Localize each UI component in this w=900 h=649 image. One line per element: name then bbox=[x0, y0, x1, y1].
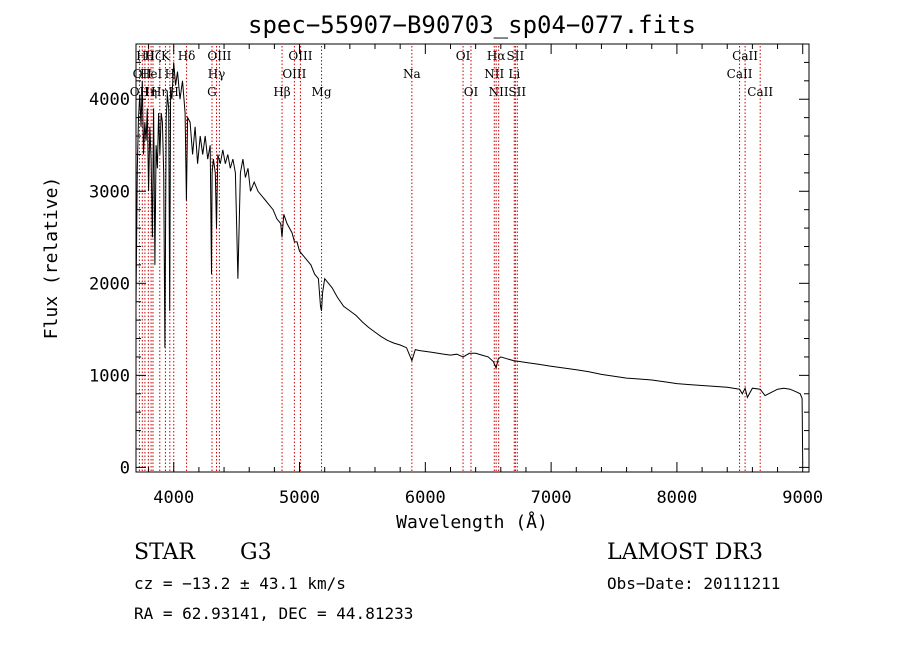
spectral-line-markers bbox=[138, 46, 761, 472]
chart-title: spec−55907−B90703_sp04−077.fits bbox=[248, 11, 696, 39]
observation-date: Obs−Date: 20111211 bbox=[607, 574, 780, 593]
spectral-line-label: OII bbox=[133, 67, 153, 81]
x-axis-label: Wavelength (Å) bbox=[396, 511, 548, 533]
object-class: STAR bbox=[134, 540, 196, 565]
spectral-line-label: Hη bbox=[139, 85, 157, 99]
spectral-line-label: H bbox=[169, 85, 179, 99]
spectral-line-label: OI bbox=[464, 85, 479, 99]
spectral-line-label: Hβ bbox=[273, 85, 290, 99]
plot-frame bbox=[135, 43, 810, 473]
y-axis-label: Flux (relative) bbox=[41, 177, 62, 340]
redshift-velocity: cz = −13.2 ± 43.1 km/s bbox=[134, 574, 346, 593]
spectral-line-label: Hθ bbox=[136, 49, 154, 63]
spectral-line-label: Li bbox=[508, 67, 520, 81]
x-tick-label: 4000 bbox=[153, 488, 194, 508]
y-tick-label: 0 bbox=[120, 458, 130, 478]
x-tick-label: 5000 bbox=[279, 488, 320, 508]
spectrum-series-line bbox=[135, 62, 804, 463]
spectral-line-label: NII bbox=[489, 85, 509, 99]
spectral-line-label: CaII bbox=[732, 49, 758, 63]
x-tick-label: 9000 bbox=[782, 488, 823, 508]
survey-name: LAMOST DR3 bbox=[607, 540, 763, 565]
y-tick-label: 1000 bbox=[89, 366, 130, 386]
y-tick-label: 2000 bbox=[89, 274, 130, 294]
spectral-line-label: SII bbox=[507, 49, 525, 63]
spectral-line-label: Na bbox=[403, 67, 421, 81]
y-tick-label: 3000 bbox=[89, 182, 130, 202]
spectral-line-label: Hα bbox=[487, 49, 506, 63]
x-axis-ticks: 4000 5000 6000 7000 8000 9000 bbox=[148, 44, 823, 508]
spectral-line-label: CaII bbox=[727, 67, 753, 81]
spectral-line-label: NII bbox=[484, 67, 504, 81]
object-subclass: G3 bbox=[240, 540, 272, 565]
spectral-line-label: K bbox=[161, 49, 171, 63]
y-tick-label: 4000 bbox=[89, 90, 130, 110]
spectral-line-label: G bbox=[207, 85, 217, 99]
y-axis-ticks: 0 1000 2000 3000 4000 bbox=[89, 61, 809, 478]
spectral-line-label: Hγ bbox=[208, 67, 226, 81]
x-tick-label: 8000 bbox=[656, 488, 697, 508]
x-tick-label: 7000 bbox=[531, 488, 572, 508]
spectral-line-label: SII bbox=[508, 85, 526, 99]
spectral-line-label: Hζ bbox=[144, 49, 161, 63]
spectral-line-label: Hη bbox=[151, 85, 169, 99]
spectral-line-label: OIII bbox=[288, 49, 312, 63]
spectral-line-label: OIII bbox=[282, 67, 306, 81]
spectral-line-label: OII bbox=[130, 85, 150, 99]
spectral-line-label: H bbox=[165, 67, 175, 81]
spectral-line-label: CaII bbox=[747, 85, 773, 99]
x-tick-label: 6000 bbox=[405, 488, 446, 508]
spectral-line-label: OIII bbox=[207, 49, 231, 63]
spectral-line-label: OI bbox=[456, 49, 471, 63]
spectral-line-labels: OIIOIIHθHηHeIHζHηKHHHδGHγOIIIHβOIIIOIIIM… bbox=[130, 49, 774, 99]
ra-dec-coordinates: RA = 62.93141, DEC = 44.81233 bbox=[134, 604, 413, 623]
spectral-line-label: Mg bbox=[312, 85, 332, 99]
spectral-line-label: Hδ bbox=[178, 49, 196, 63]
spectral-line-label: HeI bbox=[140, 67, 163, 81]
